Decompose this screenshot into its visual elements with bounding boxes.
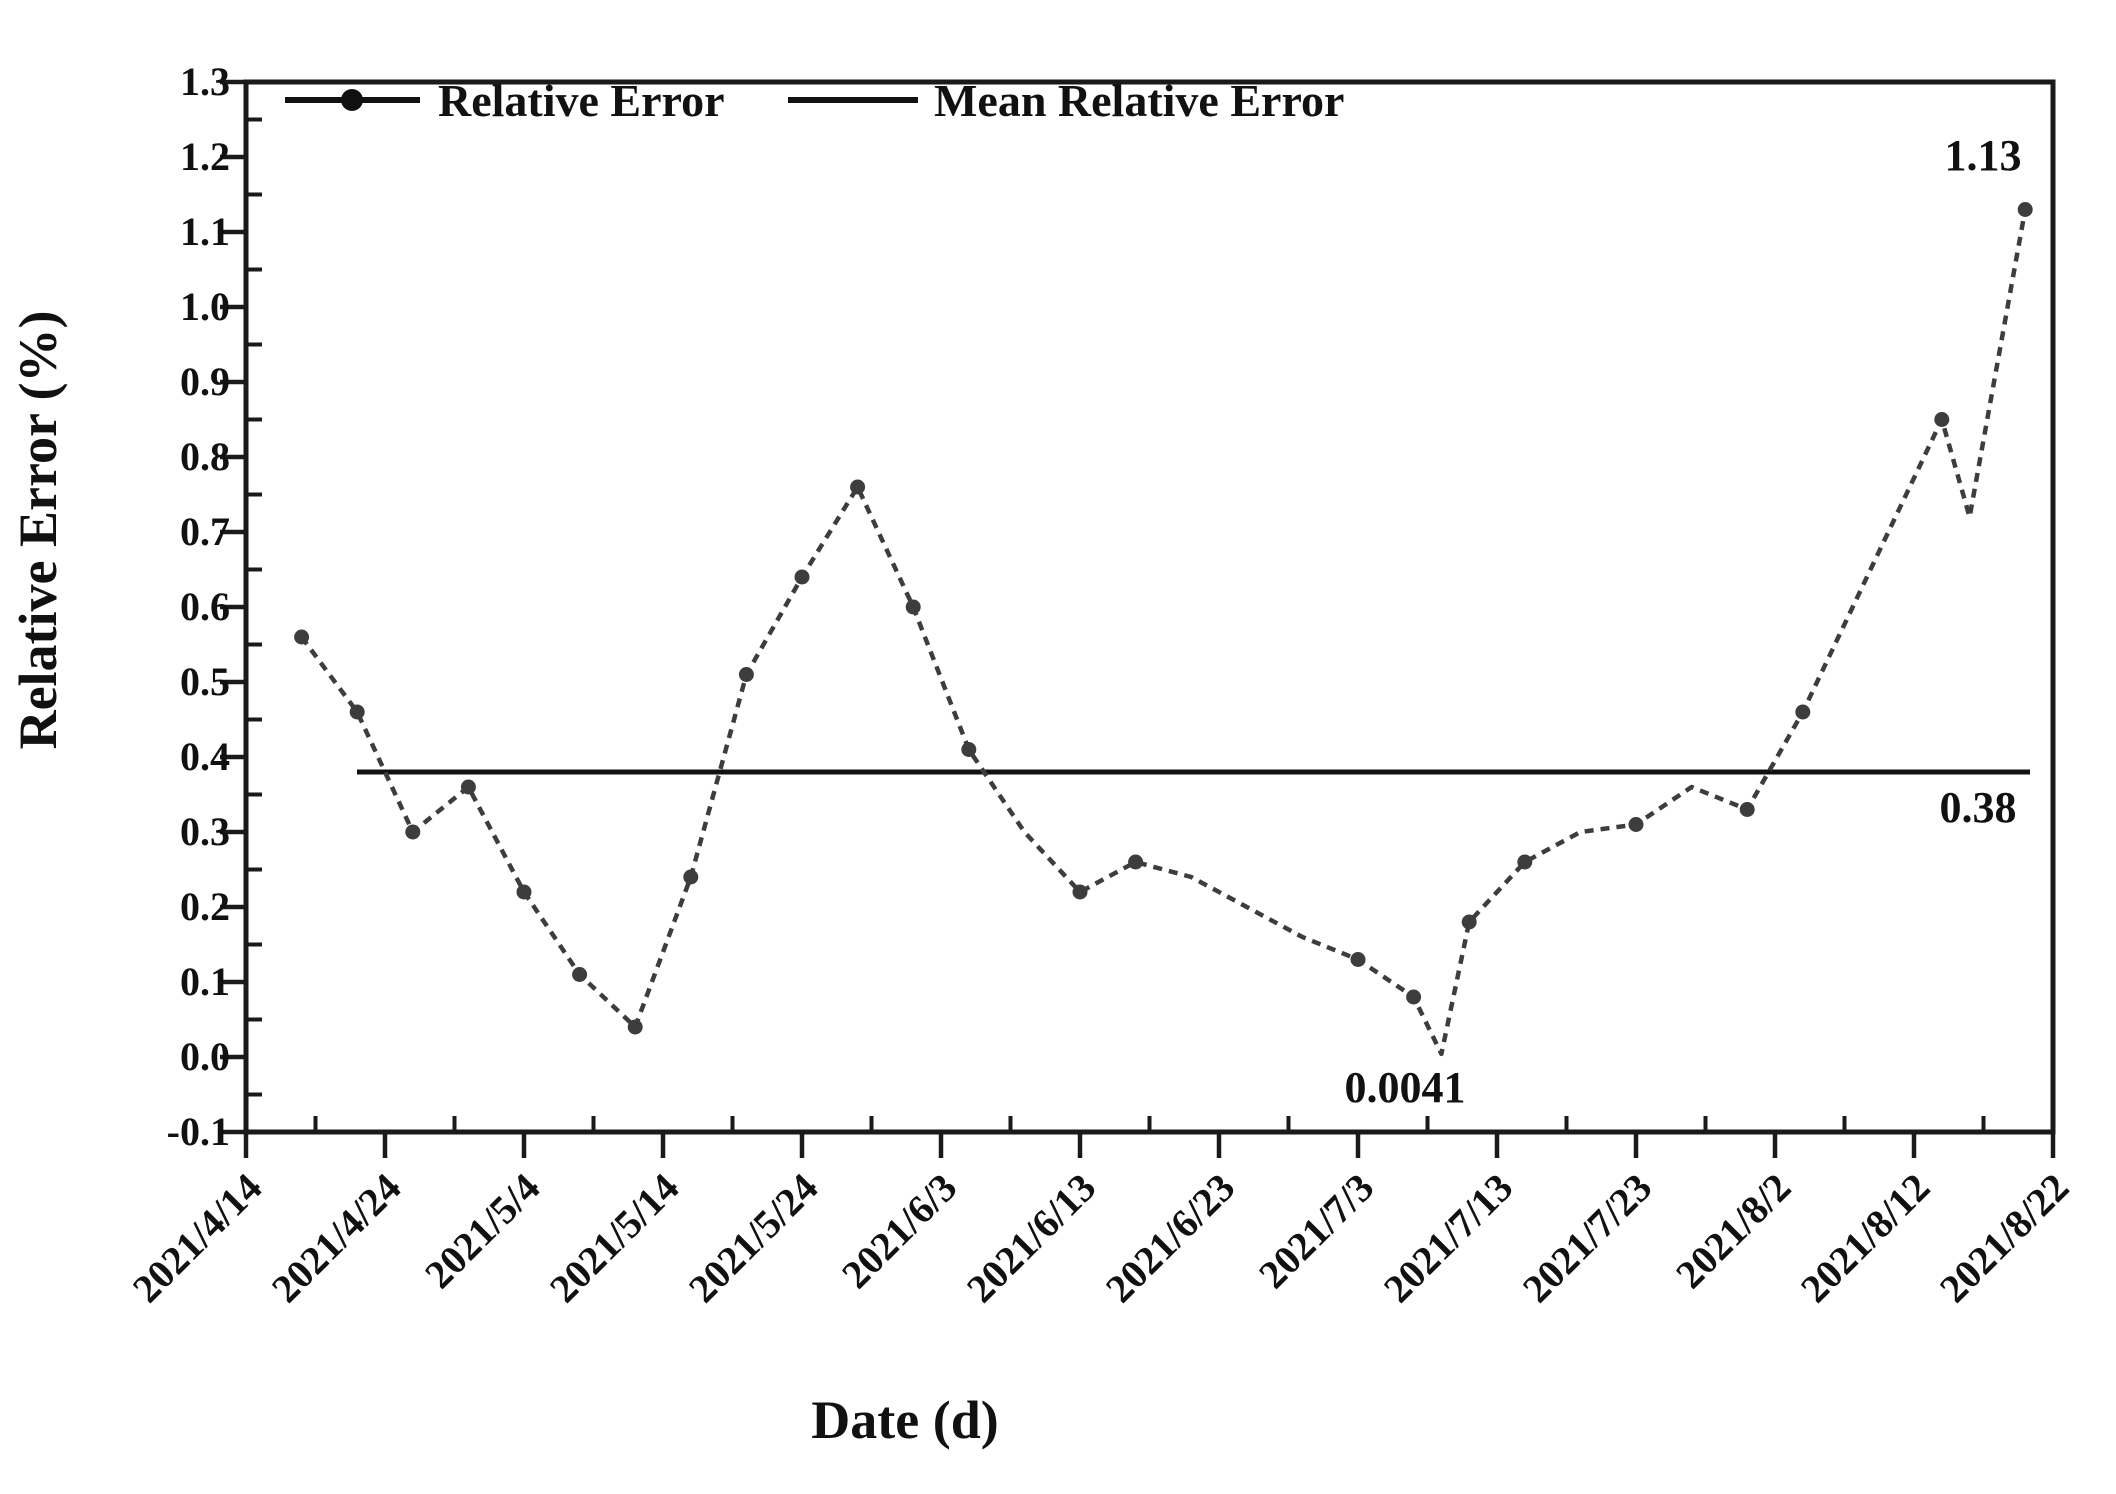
data-point-marker xyxy=(1350,952,1366,967)
x-tick-label: 2021/4/24 xyxy=(263,1165,410,1312)
x-tick-label: 2021/5/24 xyxy=(680,1165,827,1312)
annotation-min-value: 0.0041 xyxy=(1345,1063,1466,1112)
data-point-marker xyxy=(627,1019,643,1035)
plot-frame xyxy=(243,79,2056,1135)
data-point-marker xyxy=(2017,202,2033,217)
data-point-marker xyxy=(850,479,866,495)
y-tick-label: 1.3 xyxy=(180,59,230,104)
y-tick-label: 1.0 xyxy=(180,284,230,329)
y-axis: -0.1 0.0 0.1 0.2 0.3 0.4 0.5 0.6 0.7 0.8 0.9 1.0 1.1… xyxy=(167,59,262,1154)
x-tick-label: 2021/6/13 xyxy=(958,1165,1105,1312)
x-tick-label: 2021/6/23 xyxy=(1097,1165,1244,1312)
data-point-marker xyxy=(1628,817,1644,832)
data-point-marker xyxy=(683,869,699,885)
y-tick-label: 0.3 xyxy=(180,809,230,854)
data-point-marker xyxy=(572,967,588,982)
y-tick-label: 0.7 xyxy=(180,509,230,554)
data-point-marker xyxy=(794,569,810,585)
data-point-marker xyxy=(1461,914,1477,930)
y-axis-title: Relative Error (%) xyxy=(8,311,68,750)
x-tick-label: 2021/7/13 xyxy=(1375,1165,1522,1312)
legend-marker-sample-relative-error xyxy=(341,89,363,111)
data-point-marker xyxy=(516,884,532,900)
y-tick-label: 0.4 xyxy=(180,734,230,779)
relative-error-series-group xyxy=(294,202,2033,1057)
data-point-marker xyxy=(961,742,977,757)
data-point-marker xyxy=(349,704,365,720)
y-tick-label: 1.2 xyxy=(180,134,230,179)
y-tick-label: 1.1 xyxy=(180,209,230,254)
data-point-marker xyxy=(738,667,754,682)
x-tick-label: 2021/8/2 xyxy=(1667,1165,1799,1297)
relative-error-series-path xyxy=(299,209,2028,1057)
y-tick-label: 0.6 xyxy=(180,584,230,629)
x-tick-label: 2021/4/14 xyxy=(124,1165,271,1312)
data-point-marker xyxy=(1795,704,1811,720)
data-point-marker xyxy=(460,779,476,795)
data-point-marker xyxy=(1128,854,1144,870)
x-tick-label: 2021/6/3 xyxy=(833,1165,965,1297)
annotation-mean-value: 0.38 xyxy=(1940,783,2017,832)
x-tick-label: 2021/5/14 xyxy=(541,1165,688,1312)
y-tick-label: 0.2 xyxy=(180,884,230,929)
y-tick-label: 0.9 xyxy=(180,359,230,404)
annotation-max-value: 1.13 xyxy=(1945,131,2022,180)
x-tick-label: 2021/8/22 xyxy=(1931,1165,2078,1312)
legend-label-mean-relative-error: Mean Relative Error xyxy=(934,75,1344,126)
y-tick-label: 0.5 xyxy=(180,659,230,704)
data-point-marker xyxy=(1739,802,1755,817)
x-tick-label: 2021/8/12 xyxy=(1792,1165,1939,1312)
y-tick-label: 0.1 xyxy=(180,959,230,1004)
x-axis-title: Date (d) xyxy=(811,1390,998,1450)
legend: Relative Error Mean Relative Error xyxy=(285,75,1344,126)
legend-label-relative-error: Relative Error xyxy=(438,75,725,126)
data-point-marker xyxy=(1934,412,1950,427)
x-tick-label: 2021/7/23 xyxy=(1514,1165,1661,1312)
data-point-marker xyxy=(1517,854,1533,870)
data-point-marker xyxy=(905,599,921,615)
data-point-marker xyxy=(405,824,421,840)
y-tick-label: 0.8 xyxy=(180,434,230,479)
data-point-marker xyxy=(1406,989,1422,1005)
data-point-marker xyxy=(294,629,310,645)
x-tick-label: 2021/5/4 xyxy=(416,1165,548,1297)
y-tick-label: 0.0 xyxy=(180,1034,230,1079)
y-tick-label: -0.1 xyxy=(167,1109,230,1154)
data-point-marker xyxy=(1072,884,1088,900)
x-tick-label: 2021/7/3 xyxy=(1250,1165,1382,1297)
